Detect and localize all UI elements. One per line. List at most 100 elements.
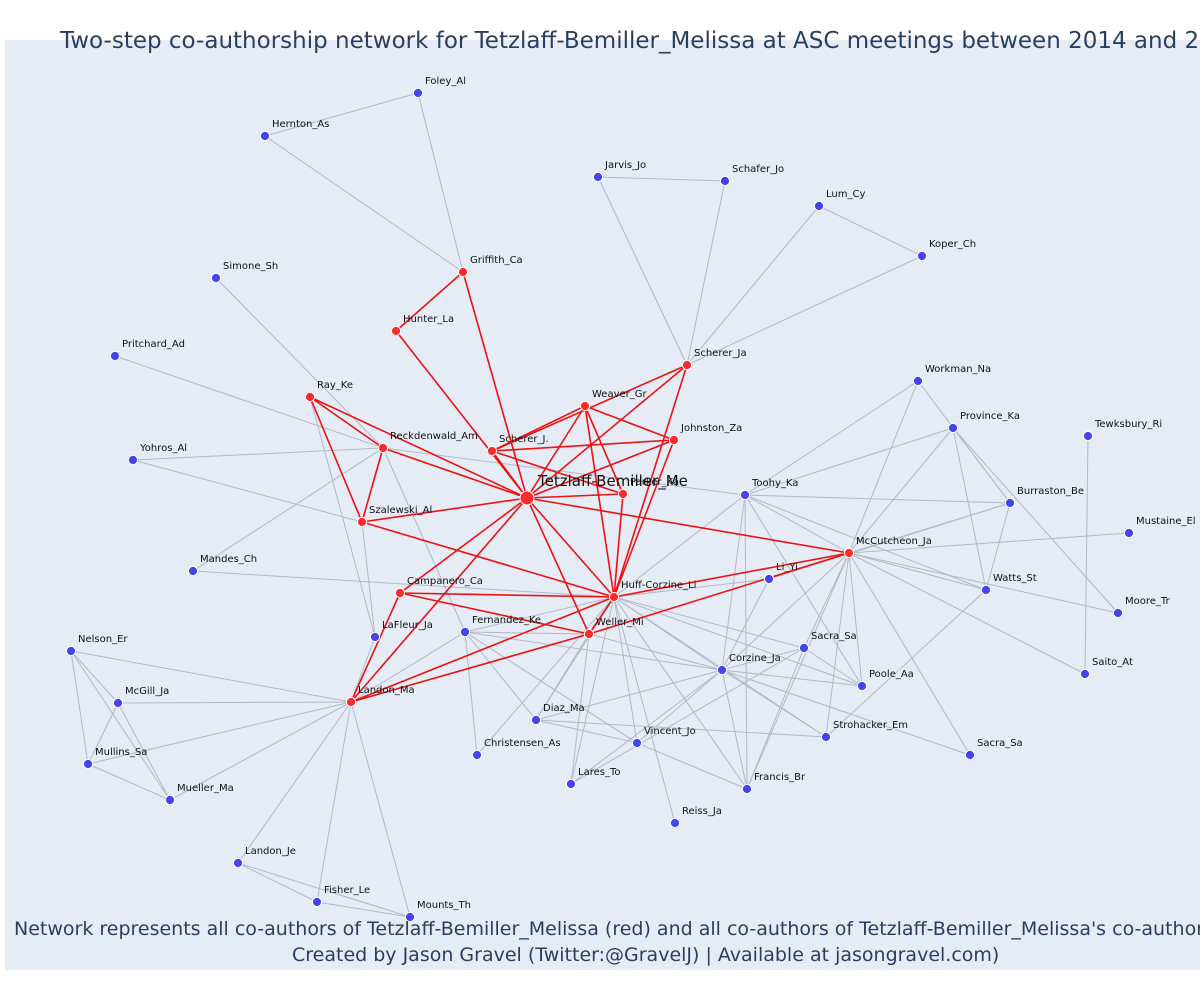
node-diaz-ma[interactable]: Diaz_Ma	[530, 703, 585, 726]
node-marker[interactable]	[377, 442, 389, 454]
node-watts-st[interactable]: Watts_St	[980, 573, 1037, 596]
node-reiss-ja[interactable]: Reiss_Ja	[669, 806, 722, 829]
node-marker[interactable]	[471, 749, 483, 761]
node-marker[interactable]	[741, 783, 753, 795]
node-marker[interactable]	[916, 250, 928, 262]
node-mueller-ma[interactable]: Mueller_Ma	[164, 783, 234, 806]
node-fernandez-ke[interactable]: Fernandez_Ke	[459, 615, 541, 638]
node-huff-corzine-li[interactable]: Huff-Corzine_Li	[608, 580, 696, 603]
node-marker[interactable]	[1004, 497, 1016, 509]
node-marker[interactable]	[164, 794, 176, 806]
node-corzine-ja[interactable]: Corzine_Ja	[716, 653, 781, 676]
node-marker[interactable]	[259, 130, 271, 142]
node-marker[interactable]	[716, 664, 728, 676]
node-marker[interactable]	[345, 696, 357, 708]
node-mullins-sa[interactable]: Mullins_Sa	[82, 747, 147, 770]
node-griffith-ca[interactable]: Griffith_Ca	[457, 255, 523, 278]
node-marker[interactable]	[820, 731, 832, 743]
node-marker[interactable]	[187, 565, 199, 577]
node-marker[interactable]	[1123, 527, 1135, 539]
node-marker[interactable]	[798, 642, 810, 654]
node-marker[interactable]	[1079, 668, 1091, 680]
node-lum-cy[interactable]: Lum_Cy	[813, 189, 865, 212]
node-burraston-be[interactable]: Burraston_Be	[1004, 486, 1084, 509]
node-marker[interactable]	[232, 857, 244, 869]
node-scherer-ja[interactable]: Scherer_Ja	[681, 348, 747, 371]
node-saito-at[interactable]: Saito_At	[1079, 657, 1133, 680]
node-foley-al[interactable]: Foley_Al	[412, 76, 466, 99]
node-marker[interactable]	[109, 350, 121, 362]
node-marker[interactable]	[390, 325, 402, 337]
node-marker[interactable]	[947, 422, 959, 434]
node-reckdenwald-am[interactable]: Reckdenwald_Am	[377, 431, 478, 454]
node-nelson-er[interactable]: Nelson_Er	[65, 634, 128, 657]
node-marker[interactable]	[592, 171, 604, 183]
node-workman-na[interactable]: Workman_Na	[912, 364, 991, 387]
node-marker[interactable]	[356, 516, 368, 528]
node-christensen-as[interactable]: Christensen_As	[471, 738, 561, 761]
node-fisher-le[interactable]: Fisher_Le	[311, 885, 370, 908]
node-marker[interactable]	[82, 758, 94, 770]
node-marker[interactable]	[565, 778, 577, 790]
node-weaver-gr[interactable]: Weaver_Gr	[579, 389, 648, 412]
node-marker[interactable]	[459, 626, 471, 638]
node-marker[interactable]	[912, 375, 924, 387]
node-marker[interactable]	[583, 628, 595, 640]
node-marker[interactable]	[739, 489, 751, 501]
node-landon-ma[interactable]: Landon_Ma	[345, 685, 415, 708]
node-tetzlaff-bemiller-me[interactable]: Tetzlaff-Bemiller_Me	[519, 472, 688, 506]
node-simone-sh[interactable]: Simone_Sh	[210, 261, 278, 284]
node-szalewski-al[interactable]: Szalewski_Al	[356, 505, 432, 528]
node-lafleur-ja[interactable]: LaFleur_Ja	[369, 620, 433, 643]
node-marker[interactable]	[681, 359, 693, 371]
node-marker[interactable]	[1082, 430, 1094, 442]
node-marker[interactable]	[813, 200, 825, 212]
node-marker[interactable]	[127, 454, 139, 466]
node-mccutcheon-ja[interactable]: McCutcheon_Ja	[843, 536, 932, 559]
node-sacra-sa-2[interactable]: Sacra_Sa	[964, 738, 1023, 761]
node-marker[interactable]	[519, 490, 535, 506]
node-marker[interactable]	[530, 714, 542, 726]
node-marker[interactable]	[369, 631, 381, 643]
node-mandes-ch[interactable]: Mandes_Ch	[187, 554, 257, 577]
node-schafer-jo[interactable]: Schafer_Jo	[719, 164, 784, 187]
node-ray-ke[interactable]: Ray_Ke	[304, 380, 353, 403]
node-vincent-jo[interactable]: Vincent_Jo	[631, 726, 696, 749]
node-moore-tr[interactable]: Moore_Tr	[1112, 596, 1171, 619]
node-marker[interactable]	[486, 445, 498, 457]
node-landon-je[interactable]: Landon_Je	[232, 846, 296, 869]
node-koper-ch[interactable]: Koper_Ch	[916, 239, 976, 262]
node-sacra-sa-1[interactable]: Sacra_Sa	[798, 631, 857, 654]
node-marker[interactable]	[631, 737, 643, 749]
node-mustaine-el[interactable]: Mustaine_El	[1123, 516, 1196, 539]
node-weller-mi[interactable]: Weller_Mi	[583, 617, 644, 640]
node-poole-aa[interactable]: Poole_Aa	[856, 669, 914, 692]
node-marker[interactable]	[1112, 607, 1124, 619]
node-marker[interactable]	[457, 266, 469, 278]
node-marker[interactable]	[112, 697, 124, 709]
node-marker[interactable]	[843, 547, 855, 559]
node-marker[interactable]	[608, 591, 620, 603]
node-parker-ka[interactable]: Parker_Ka	[617, 477, 679, 500]
node-yohros-al[interactable]: Yohros_Al	[127, 443, 187, 466]
node-marker[interactable]	[210, 272, 222, 284]
node-marker[interactable]	[964, 749, 976, 761]
node-marker[interactable]	[65, 645, 77, 657]
node-marker[interactable]	[394, 587, 406, 599]
node-marker[interactable]	[856, 680, 868, 692]
node-marker[interactable]	[311, 896, 323, 908]
node-marker[interactable]	[412, 87, 424, 99]
node-marker[interactable]	[719, 175, 731, 187]
node-toohy-ka[interactable]: Toohy_Ka	[739, 478, 798, 501]
node-lares-to[interactable]: Lares_To	[565, 767, 620, 790]
node-jarvis-jo[interactable]: Jarvis_Jo	[592, 160, 646, 183]
node-marker[interactable]	[617, 488, 629, 500]
node-marker[interactable]	[669, 817, 681, 829]
node-strohacker-em[interactable]: Strohacker_Em	[820, 720, 908, 743]
node-hunter-la[interactable]: Hunter_La	[390, 314, 454, 337]
node-mcgill-ja[interactable]: McGill_Ja	[112, 686, 169, 709]
node-province-ka[interactable]: Province_Ka	[947, 411, 1020, 434]
node-marker[interactable]	[404, 911, 416, 923]
node-marker[interactable]	[763, 573, 775, 585]
node-li-yi[interactable]: Li_Yi	[763, 562, 798, 585]
